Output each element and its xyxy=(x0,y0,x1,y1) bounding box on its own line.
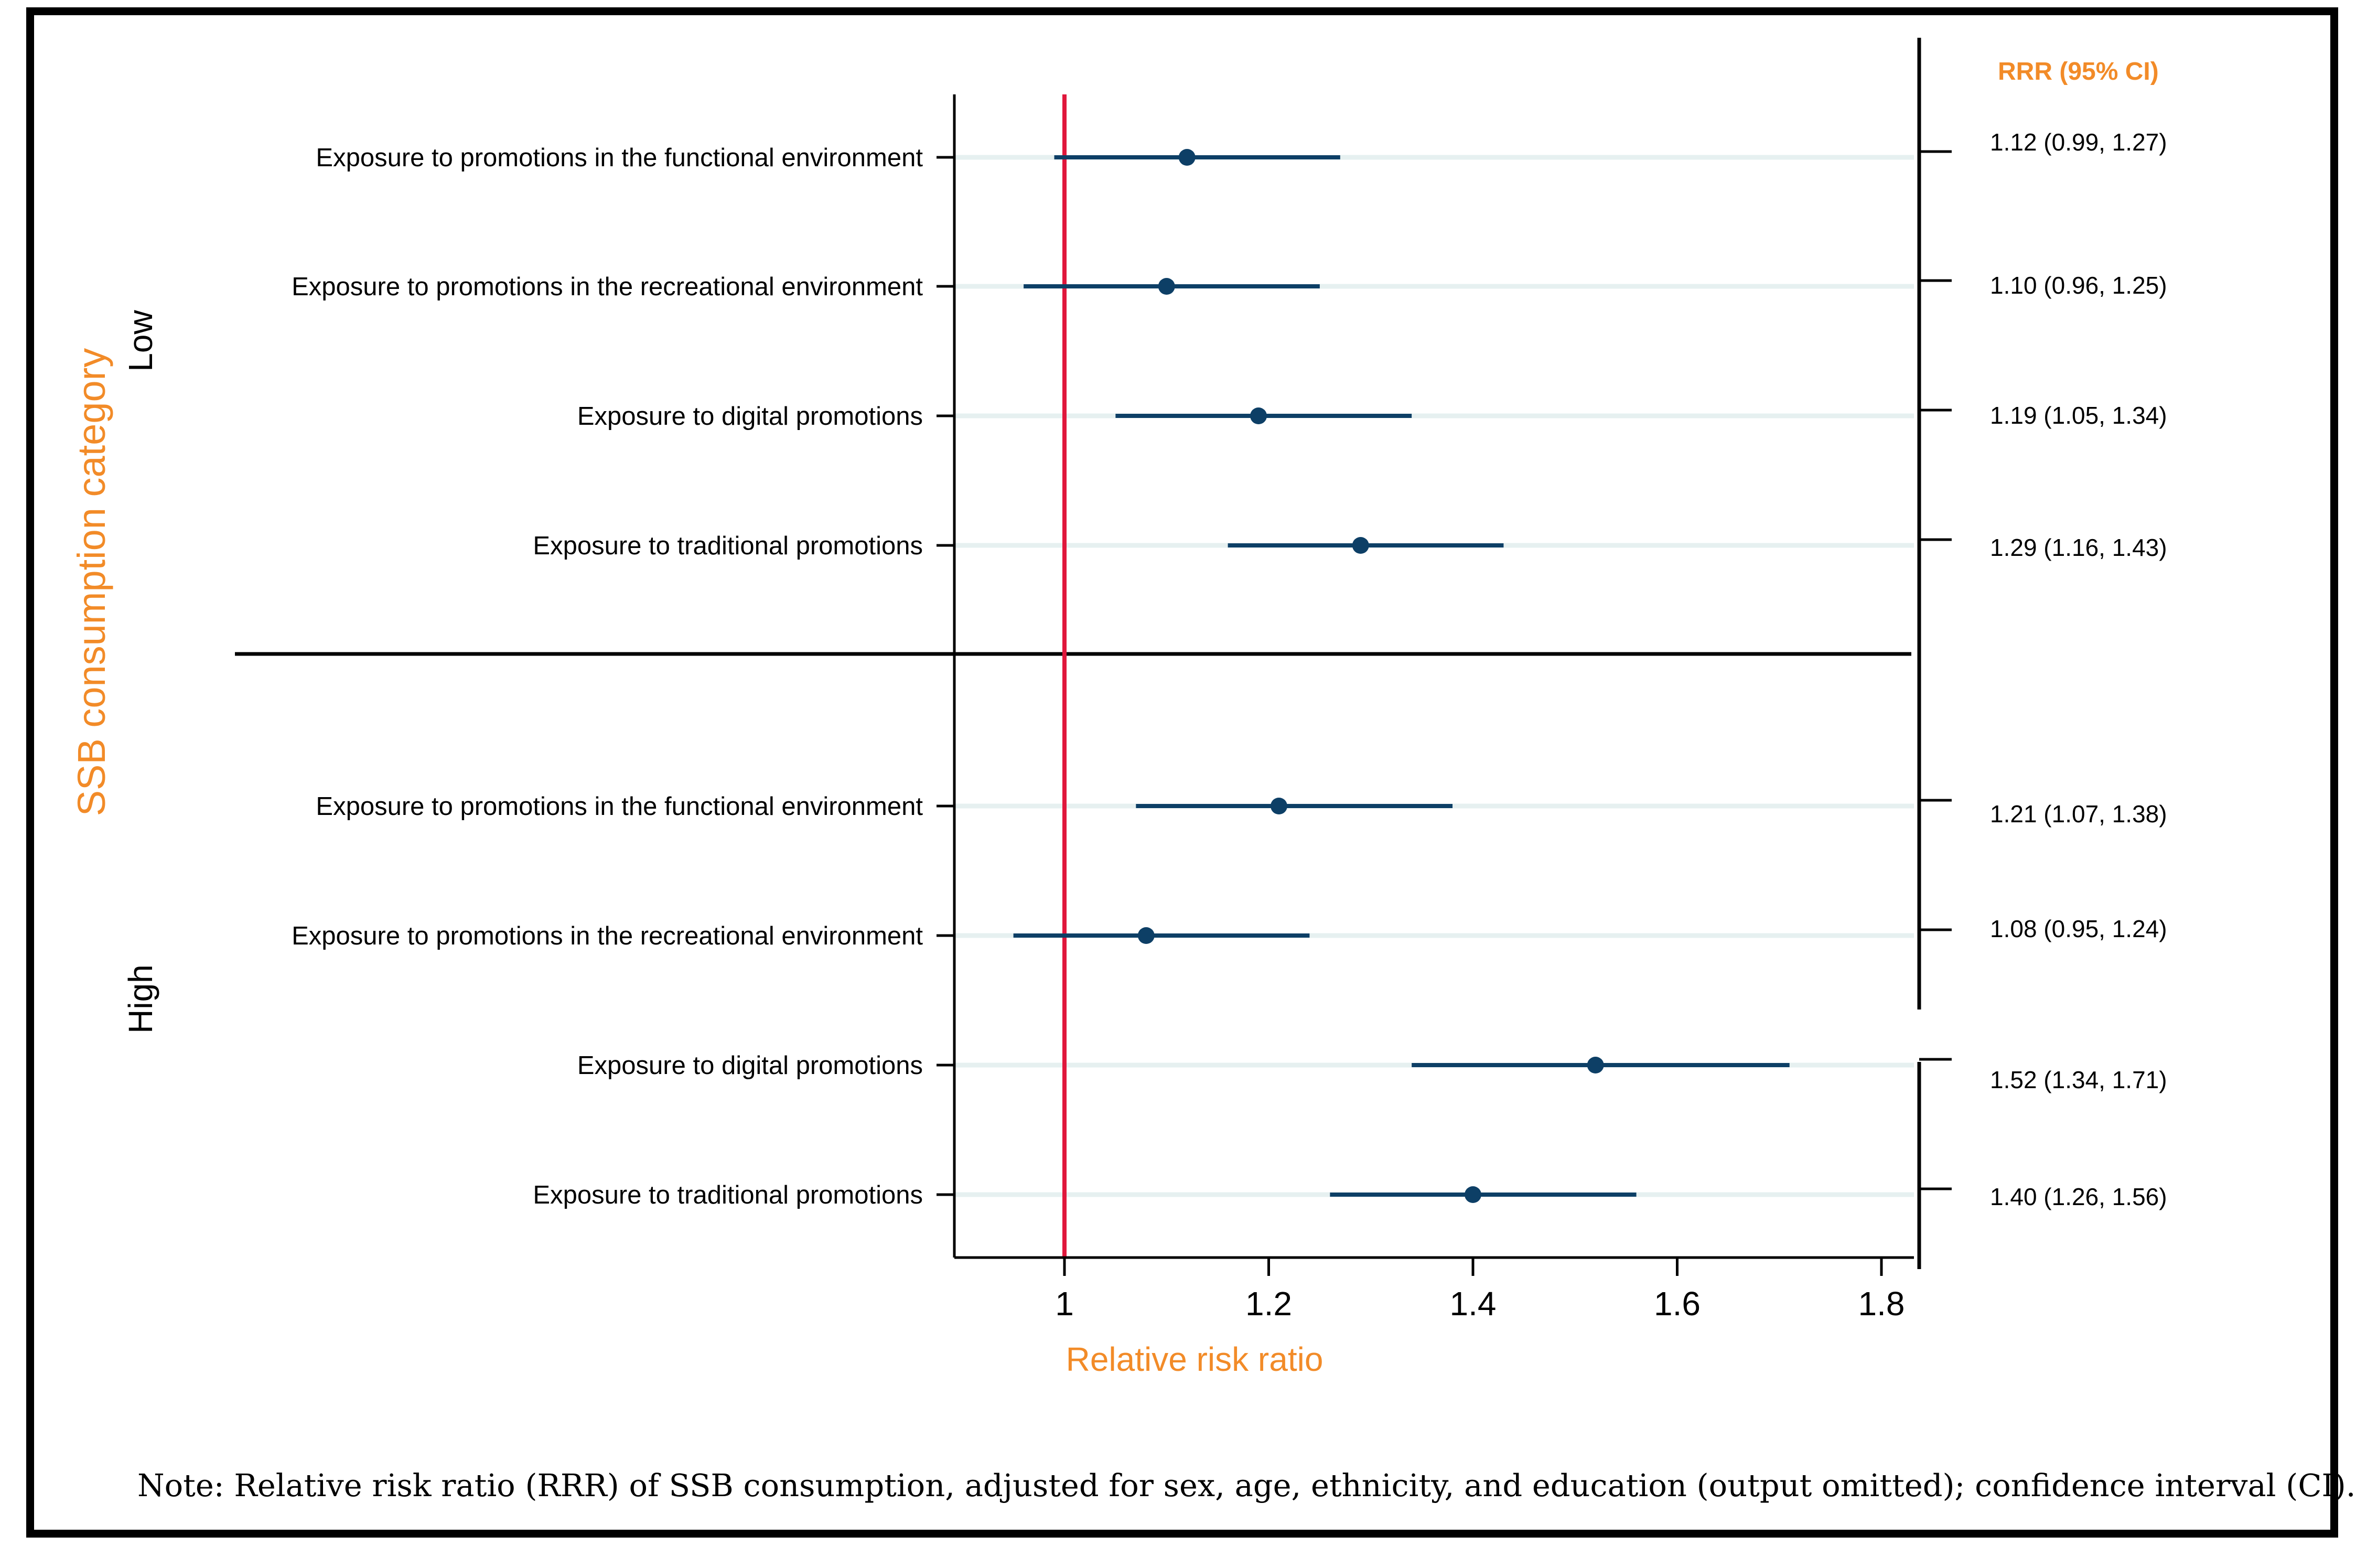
row-label: Exposure to traditional promotions xyxy=(533,1181,923,1209)
rrr-point xyxy=(1250,407,1267,424)
rrr-value-text: 1.29 (1.16, 1.43) xyxy=(1990,534,2167,561)
x-tick-label: 1.4 xyxy=(1450,1285,1497,1323)
rrr-point xyxy=(1352,537,1369,554)
rrr-value-text: 1.10 (0.96, 1.25) xyxy=(1990,272,2167,299)
rrr-point xyxy=(1178,149,1196,166)
row-label: Exposure to digital promotions xyxy=(577,402,923,431)
x-axis-title: Relative risk ratio xyxy=(1066,1340,1324,1378)
x-tick-label: 1.2 xyxy=(1245,1285,1292,1323)
rrr-value-text: 1.08 (0.95, 1.24) xyxy=(1990,915,2167,942)
figure-note: Note: Relative risk ratio (RRR) of SSB c… xyxy=(137,1467,2356,1503)
row-label: Exposure to promotions in the recreation… xyxy=(292,273,923,301)
rrr-point xyxy=(1158,278,1175,295)
rrr-value-text: 1.21 (1.07, 1.38) xyxy=(1990,800,2167,828)
row-label: Exposure to traditional promotions xyxy=(533,532,923,560)
row-label: Exposure to promotions in the functional… xyxy=(316,144,923,172)
rrr-value-text: 1.40 (1.26, 1.56) xyxy=(1990,1183,2167,1210)
rrr-point xyxy=(1587,1057,1604,1073)
row-label: Exposure to promotions in the functional… xyxy=(316,792,923,821)
y-axis-title: SSB consumption category xyxy=(70,348,113,817)
rrr-point xyxy=(1137,927,1155,944)
x-tick-label: 1.8 xyxy=(1858,1285,1905,1323)
x-tick-label: 1.6 xyxy=(1654,1285,1701,1323)
rrr-value-text: 1.52 (1.34, 1.71) xyxy=(1990,1066,2167,1093)
group-label: Low xyxy=(122,310,159,372)
rrr-value-text: 1.19 (1.05, 1.34) xyxy=(1990,402,2167,429)
rrr-point xyxy=(1465,1186,1481,1203)
figure-frame xyxy=(26,7,2338,1538)
rrr-point xyxy=(1270,798,1287,814)
row-label: Exposure to promotions in the recreation… xyxy=(292,922,923,950)
x-tick-label: 1 xyxy=(1055,1285,1074,1323)
rrr-column-header: RRR (95% CI) xyxy=(1998,58,2159,85)
rrr-value-text: 1.12 (0.99, 1.27) xyxy=(1990,128,2167,156)
group-label: High xyxy=(122,964,159,1034)
row-label: Exposure to digital promotions xyxy=(577,1051,923,1080)
